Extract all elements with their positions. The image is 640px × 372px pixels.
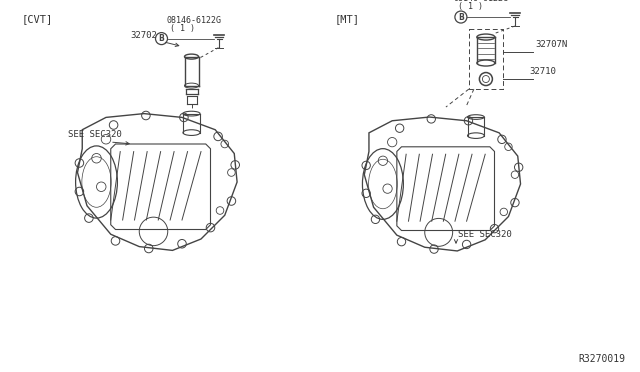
- Text: SEE SEC320: SEE SEC320: [458, 230, 512, 239]
- Text: [MT]: [MT]: [335, 14, 360, 24]
- Text: ( 1 ): ( 1 ): [170, 23, 195, 33]
- Text: 08146-6122G: 08146-6122G: [454, 0, 509, 3]
- Text: R3270019: R3270019: [578, 354, 625, 364]
- Text: B: B: [159, 34, 164, 43]
- Text: 32707N: 32707N: [535, 40, 567, 49]
- Text: SEE SEC320: SEE SEC320: [68, 130, 122, 139]
- Text: [CVT]: [CVT]: [22, 14, 53, 24]
- Text: ( 1 ): ( 1 ): [458, 2, 483, 11]
- Text: 32710: 32710: [529, 67, 556, 76]
- Text: 32702: 32702: [131, 31, 157, 39]
- Text: B: B: [458, 13, 464, 22]
- Text: 08146-6122G: 08146-6122G: [166, 16, 221, 25]
